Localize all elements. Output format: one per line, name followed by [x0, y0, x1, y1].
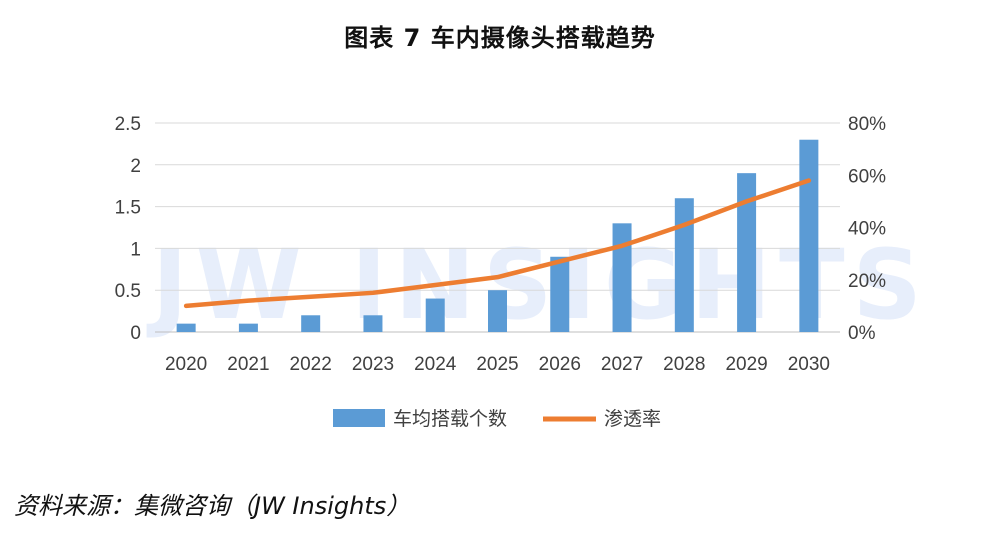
y-axis-left: 0 0.5 1 1.5 2 2.5: [115, 114, 141, 344]
bar-2023: [363, 315, 383, 332]
y-right-tick-label: 40%: [848, 219, 886, 240]
x-tick-label: 2025: [476, 354, 518, 375]
x-axis: 2020 2021 2022 2023 2024 2025 2026 2027 2028 2029…: [165, 354, 830, 375]
bar-2025: [488, 290, 507, 332]
y-axis-right: 0% 20% 40% 60% 80%: [848, 114, 886, 344]
y-right-tick-label: 20%: [848, 271, 886, 292]
legend-swatch-bar: [333, 409, 385, 427]
bar-2029: [737, 173, 757, 332]
bar-2026: [550, 256, 570, 332]
x-tick-label: 2021: [227, 354, 269, 375]
x-tick-label: 2029: [725, 354, 767, 375]
x-tick-label: 2027: [601, 354, 643, 375]
x-tick-label: 2024: [414, 354, 457, 375]
y-left-tick-label: 2.5: [115, 114, 141, 135]
y-left-tick-label: 0.5: [115, 281, 141, 302]
y-left-tick-label: 1.5: [115, 198, 141, 219]
x-tick-label: 2023: [352, 354, 394, 375]
bar-series: [176, 139, 819, 332]
x-tick-label: 2026: [539, 354, 581, 375]
y-right-tick-label: 60%: [848, 166, 886, 187]
source-note: 资料来源：集微咨询（JW Insights）: [14, 492, 411, 520]
watermark: JW INSIGHTS: [146, 229, 930, 341]
y-right-tick-label: 0%: [848, 323, 876, 344]
x-tick-label: 2020: [165, 354, 207, 375]
y-left-tick-label: 2: [130, 156, 141, 177]
y-right-tick-label: 80%: [848, 114, 886, 135]
bar-2021: [238, 323, 258, 332]
bar-2020: [176, 323, 196, 332]
line-series: [183, 178, 812, 309]
chart-title: 图表 7 车内摄像头搭载趋势: [344, 24, 656, 52]
x-tick-label: 2030: [788, 354, 830, 375]
bar-2022: [301, 315, 321, 332]
x-tick-label: 2022: [290, 354, 332, 375]
legend: 车均搭载个数 渗透率: [333, 408, 661, 430]
y-left-tick-label: 1: [130, 239, 141, 260]
legend-label-line: 渗透率: [604, 408, 661, 430]
bar-2030: [799, 139, 819, 332]
x-tick-label: 2028: [663, 354, 705, 375]
bar-2024: [425, 298, 445, 332]
y-left-tick-label: 0: [130, 323, 141, 344]
bar-2028: [674, 198, 694, 332]
bar-2027: [612, 223, 632, 332]
legend-label-bar: 车均搭载个数: [393, 408, 507, 430]
